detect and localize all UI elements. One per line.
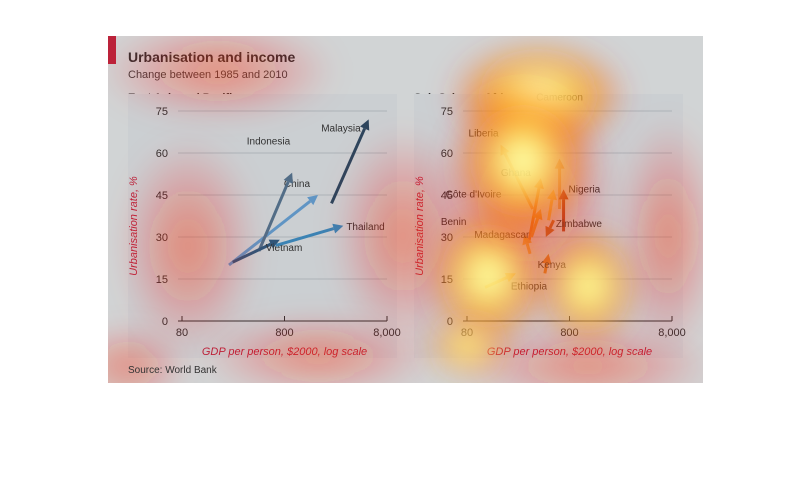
x-tick-label: 800 — [275, 327, 293, 339]
y-axis-title: Urbanisation rate, % — [414, 176, 426, 276]
x-axis-title: GDP per person, $2000, log scale — [202, 346, 367, 358]
x-tick-label: 80 — [461, 327, 473, 339]
x-tick-label: 8,000 — [373, 327, 401, 339]
series-label: Madagascar — [474, 230, 530, 241]
y-tick-label: 45 — [156, 190, 168, 202]
y-tick-label: 15 — [441, 274, 453, 286]
series-label: Cameroon — [536, 93, 583, 104]
y-tick-label: 15 — [156, 274, 168, 286]
y-tick-label: 30 — [156, 232, 168, 244]
y-axis-title: Urbanisation rate, % — [128, 176, 140, 276]
x-tick-label: 80 — [176, 327, 188, 339]
y-tick-label: 0 — [162, 316, 168, 328]
series-label: Malaysia — [321, 123, 361, 134]
series-label: Liberia — [469, 129, 499, 140]
series-label: Ethiopia — [511, 281, 548, 292]
y-tick-label: 60 — [156, 148, 168, 160]
series-arrowhead — [283, 172, 293, 184]
y-tick-label: 75 — [156, 106, 168, 118]
series-label: China — [284, 179, 311, 190]
series-line-thailand — [275, 227, 335, 247]
series-label: Nigeria — [569, 184, 601, 195]
y-tick-label: 30 — [441, 232, 453, 244]
series-arrowhead — [268, 239, 280, 249]
series-label: Benin — [441, 217, 467, 228]
x-axis-title: GDP per person, $2000, log scale — [487, 346, 652, 358]
series-label: Kenya — [538, 260, 567, 271]
series-label: Thailand — [346, 222, 384, 233]
series-arrowhead — [307, 195, 319, 206]
series-label: Côte d'Ivoire — [446, 189, 502, 200]
y-tick-label: 60 — [441, 148, 453, 160]
series-label: Ghana — [501, 168, 531, 179]
series-label: Zimbabwe — [556, 219, 603, 230]
y-tick-label: 75 — [441, 106, 453, 118]
y-tick-label: 0 — [447, 316, 453, 328]
panel-0: 0 15 30 45 60 75 80 800 8,000 GDP per person, $20… — [128, 94, 401, 358]
x-tick-label: 800 — [560, 327, 578, 339]
series-label: Vietnam — [266, 243, 303, 254]
chart-figure: Urbanisation and income Change between 1… — [108, 36, 703, 383]
x-tick-label: 8,000 — [658, 327, 686, 339]
source-note: Source: World Bank — [128, 365, 217, 376]
series-label: Indonesia — [247, 137, 291, 148]
series-line-indonesia — [257, 181, 290, 252]
